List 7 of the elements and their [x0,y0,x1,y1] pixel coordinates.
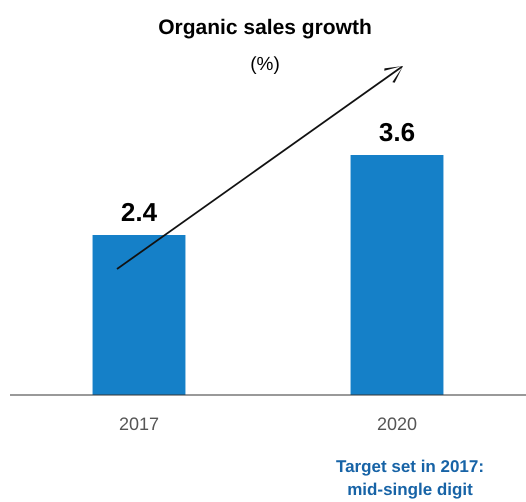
x-tick-label: 2017 [118,414,160,434]
text: Target set in 2017: mid-single digit [336,457,484,499]
x-tick-label: 2020 [376,414,418,434]
data-label: 2.4 [120,197,158,227]
data-label: 3.6 [378,117,416,147]
chart-subtitle: (%) [250,54,280,75]
chart-title: Organic sales growth [158,16,372,39]
